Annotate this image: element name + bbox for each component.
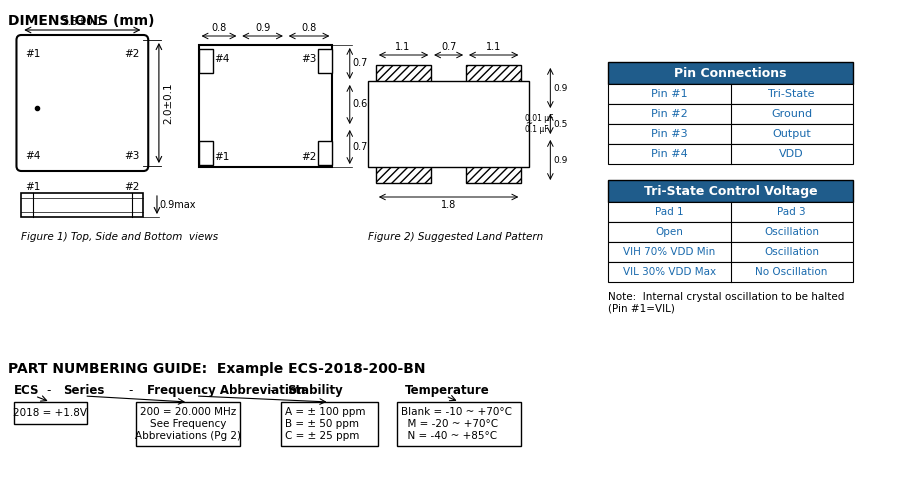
Text: VDD: VDD: [779, 149, 804, 159]
Bar: [608, 262, 853, 282]
Text: Blank = -10 ~ +70°C
  M = -20 ~ +70°C
  N = -40 ~ +85°C: Blank = -10 ~ +70°C M = -20 ~ +70°C N = …: [401, 407, 512, 441]
Text: 0.9: 0.9: [255, 23, 270, 33]
Text: Tri-State Control Voltage: Tri-State Control Voltage: [644, 184, 817, 198]
Bar: [198, 49, 213, 73]
Text: Pad 1: Pad 1: [655, 207, 684, 217]
Text: #3: #3: [124, 151, 139, 161]
Bar: [466, 65, 521, 111]
Bar: [198, 141, 213, 165]
Bar: [608, 62, 853, 84]
Text: PART NUMBERING GUIDE:  Example ECS-2018-200-BN: PART NUMBERING GUIDE: Example ECS-2018-2…: [8, 362, 425, 376]
Text: Open: Open: [656, 227, 684, 237]
Bar: [368, 81, 529, 167]
Bar: [608, 104, 853, 124]
Text: VIH 70% VDD Min: VIH 70% VDD Min: [623, 247, 716, 257]
Text: 0.8: 0.8: [301, 23, 317, 33]
Text: Ground: Ground: [771, 109, 812, 119]
Text: No Oscillation: No Oscillation: [755, 267, 828, 277]
Text: #1: #1: [214, 152, 230, 162]
Text: ~: ~: [525, 120, 532, 128]
FancyBboxPatch shape: [16, 35, 148, 171]
Bar: [608, 144, 853, 164]
Text: #4: #4: [214, 54, 230, 64]
Bar: [608, 84, 853, 104]
Text: #2: #2: [124, 182, 139, 192]
Text: #3: #3: [301, 54, 317, 64]
Text: -: -: [128, 384, 132, 397]
Text: 0.7: 0.7: [353, 58, 368, 68]
Text: Pin #2: Pin #2: [651, 109, 688, 119]
Text: Pad 3: Pad 3: [778, 207, 806, 217]
Text: 2.5±0.1: 2.5±0.1: [62, 17, 103, 27]
Text: Figure 1) Top, Side and Bottom  views: Figure 1) Top, Side and Bottom views: [22, 232, 219, 242]
Text: Pin #4: Pin #4: [651, 149, 688, 159]
Bar: [281, 402, 378, 446]
Bar: [22, 193, 144, 217]
Text: Output: Output: [772, 129, 811, 139]
Bar: [13, 402, 87, 424]
Text: 0.9max: 0.9max: [160, 200, 196, 210]
Text: #4: #4: [25, 151, 40, 161]
Bar: [135, 402, 240, 446]
Bar: [608, 242, 853, 262]
Text: ECS: ECS: [13, 384, 39, 397]
Text: Pin #3: Pin #3: [651, 129, 688, 139]
Text: 200 = 20.000 MHz
See Frequency
Abbreviations (Pg 2): 200 = 20.000 MHz See Frequency Abbreviat…: [135, 407, 241, 441]
Text: Figure 2) Suggested Land Pattern: Figure 2) Suggested Land Pattern: [368, 232, 544, 242]
Text: #1: #1: [25, 49, 40, 59]
Bar: [608, 124, 853, 144]
Text: Note:  Internal crystal oscillation to be halted
(Pin #1=VIL): Note: Internal crystal oscillation to be…: [608, 292, 845, 314]
Text: Tri-State: Tri-State: [769, 89, 814, 99]
Text: 0.6: 0.6: [353, 99, 368, 109]
Text: 1.8: 1.8: [441, 200, 457, 210]
Text: 1.1: 1.1: [485, 42, 501, 52]
Text: -: -: [269, 384, 274, 397]
Text: -: -: [47, 384, 51, 397]
Text: 0.5: 0.5: [553, 120, 568, 128]
Text: Oscillation: Oscillation: [764, 227, 819, 237]
Text: DIMENSIONS (mm): DIMENSIONS (mm): [8, 14, 154, 28]
Text: Frequency Abbreviation: Frequency Abbreviation: [147, 384, 306, 397]
Text: 1.1: 1.1: [396, 42, 411, 52]
Text: 0.1 μF: 0.1 μF: [525, 125, 549, 134]
Text: 0.7: 0.7: [353, 142, 368, 152]
Text: Stability: Stability: [287, 384, 343, 397]
Text: #1: #1: [25, 182, 40, 192]
Bar: [376, 137, 431, 183]
Text: 0.8: 0.8: [212, 23, 227, 33]
Text: Oscillation: Oscillation: [764, 247, 819, 257]
Bar: [198, 45, 332, 167]
Text: Series: Series: [63, 384, 104, 397]
Text: 0.01 μF: 0.01 μF: [525, 114, 553, 123]
Text: 0.9: 0.9: [553, 155, 568, 164]
Text: 2018 = +1.8V: 2018 = +1.8V: [13, 408, 87, 418]
Text: #2: #2: [124, 49, 139, 59]
Bar: [376, 65, 431, 111]
Bar: [608, 222, 853, 242]
Text: A = ± 100 ppm
B = ± 50 ppm
C = ± 25 ppm: A = ± 100 ppm B = ± 50 ppm C = ± 25 ppm: [285, 407, 365, 441]
Text: Temperature: Temperature: [405, 384, 490, 397]
Bar: [318, 49, 332, 73]
Text: Pin #1: Pin #1: [651, 89, 688, 99]
Text: VIL 30% VDD Max: VIL 30% VDD Max: [623, 267, 716, 277]
Text: #2: #2: [301, 152, 317, 162]
Text: 2.0±0.1: 2.0±0.1: [162, 82, 173, 124]
Bar: [397, 402, 521, 446]
Bar: [318, 141, 332, 165]
Text: 0.9: 0.9: [553, 84, 568, 93]
Text: 0.7: 0.7: [441, 42, 457, 52]
Bar: [608, 202, 853, 222]
Bar: [466, 137, 521, 183]
Bar: [608, 180, 853, 202]
Text: Pin Connections: Pin Connections: [675, 67, 787, 80]
